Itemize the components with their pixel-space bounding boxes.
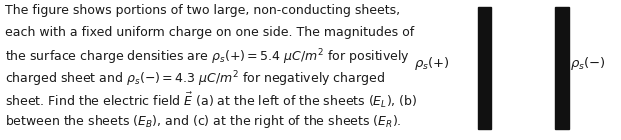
Text: between the sheets $(E_B)$, and (c) at the right of the sheets $(E_R)$.: between the sheets $(E_B)$, and (c) at t… — [5, 113, 402, 130]
Bar — [555, 7, 569, 129]
Text: $\rho_s(-)$: $\rho_s(-)$ — [570, 54, 606, 72]
Text: the surface charge densities are $\rho_s(+) = 5.4\ \mu C/m^2$ for positively: the surface charge densities are $\rho_s… — [5, 48, 410, 67]
Text: sheet. Find the electric field $\vec{E}$ (a) at the left of the sheets $(E_L)$, : sheet. Find the electric field $\vec{E}$… — [5, 91, 417, 110]
Text: charged sheet and $\rho_s(-) = 4.3\ \mu C/m^2$ for negatively charged: charged sheet and $\rho_s(-) = 4.3\ \mu … — [5, 69, 385, 89]
Text: $\rho_s(+)$: $\rho_s(+)$ — [414, 54, 450, 72]
Text: The figure shows portions of two large, non-conducting sheets,: The figure shows portions of two large, … — [5, 4, 400, 17]
Bar — [478, 7, 491, 129]
Text: each with a fixed uniform charge on one side. The magnitudes of: each with a fixed uniform charge on one … — [5, 26, 414, 39]
